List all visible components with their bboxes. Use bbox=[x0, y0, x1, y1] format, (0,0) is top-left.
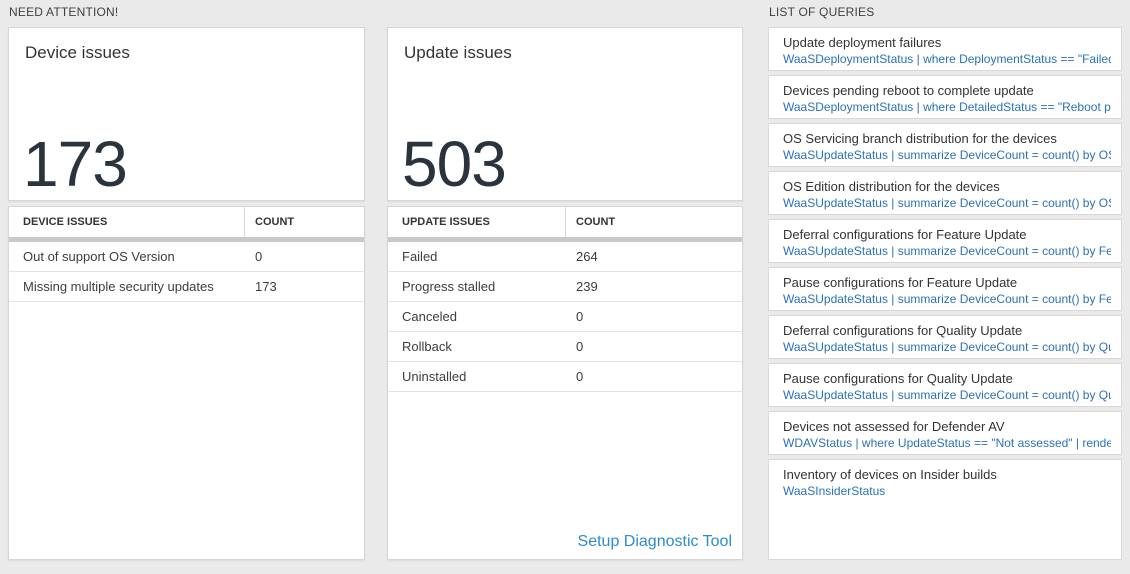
query-item-devices-pending-reboot[interactable]: Devices pending reboot to complete updat… bbox=[768, 75, 1122, 119]
row-value: 173 bbox=[255, 279, 277, 294]
update-issues-table-header: UPDATE ISSUES COUNT bbox=[388, 207, 742, 237]
table-row[interactable]: Failed 264 bbox=[388, 242, 742, 272]
list-of-queries-section-label: LIST OF QUERIES bbox=[769, 5, 875, 19]
column-header-update-issues: UPDATE ISSUES bbox=[388, 207, 566, 237]
query-code-link[interactable]: WaaSUpdateStatus | summarize DeviceCount… bbox=[783, 388, 1111, 402]
table-row[interactable]: Rollback 0 bbox=[388, 332, 742, 362]
row-label: Failed bbox=[402, 249, 438, 264]
query-title: Pause configurations for Quality Update bbox=[783, 371, 1013, 386]
query-title: OS Edition distribution for the devices bbox=[783, 179, 1000, 194]
setup-diagnostic-tool-link[interactable]: Setup Diagnostic Tool bbox=[577, 533, 732, 550]
query-item-update-deployment-failures[interactable]: Update deployment failures WaaSDeploymen… bbox=[768, 27, 1122, 71]
query-code-link[interactable]: WaaSInsiderStatus bbox=[783, 484, 886, 498]
table-row[interactable]: Uninstalled 0 bbox=[388, 362, 742, 392]
query-title: Pause configurations for Feature Update bbox=[783, 275, 1018, 290]
row-label: Uninstalled bbox=[402, 369, 467, 384]
table-row[interactable]: Out of support OS Version 0 bbox=[9, 242, 364, 272]
device-issues-card-title: Device issues bbox=[25, 43, 130, 62]
column-header-device-issues: DEVICE ISSUES bbox=[9, 207, 245, 237]
query-code-link[interactable]: WaaSUpdateStatus | summarize DeviceCount… bbox=[783, 244, 1111, 258]
update-issues-stat-card[interactable]: Update issues 503 bbox=[387, 27, 743, 201]
row-label: Out of support OS Version bbox=[23, 249, 175, 264]
need-attention-section-label: NEED ATTENTION! bbox=[9, 5, 119, 19]
table-header-divider-band bbox=[388, 237, 742, 242]
query-item-deferral-quality-update[interactable]: Deferral configurations for Quality Upda… bbox=[768, 315, 1122, 359]
row-value: 239 bbox=[576, 279, 598, 294]
row-value: 264 bbox=[576, 249, 598, 264]
table-header-divider-band bbox=[9, 237, 364, 242]
query-title: Inventory of devices on Insider builds bbox=[783, 467, 997, 482]
query-code-link[interactable]: WaaSDeploymentStatus | where DetailedSta… bbox=[783, 100, 1111, 114]
table-row[interactable]: Progress stalled 239 bbox=[388, 272, 742, 302]
row-value: 0 bbox=[576, 339, 584, 354]
query-code-link[interactable]: WaaSUpdateStatus | summarize DeviceCount… bbox=[783, 340, 1111, 354]
row-label: Canceled bbox=[402, 309, 457, 324]
query-item-devices-not-assessed-defender-av[interactable]: Devices not assessed for Defender AV WDA… bbox=[768, 411, 1122, 455]
query-item-pause-feature-update[interactable]: Pause configurations for Feature Update … bbox=[768, 267, 1122, 311]
query-code-link[interactable]: WDAVStatus | where UpdateStatus == "Not … bbox=[783, 436, 1111, 450]
query-title: Devices pending reboot to complete updat… bbox=[783, 83, 1034, 98]
query-item-deferral-feature-update[interactable]: Deferral configurations for Feature Upda… bbox=[768, 219, 1122, 263]
row-label: Progress stalled bbox=[402, 279, 496, 294]
update-issues-card-title: Update issues bbox=[404, 43, 512, 62]
query-title: OS Servicing branch distribution for the… bbox=[783, 131, 1057, 146]
row-value: 0 bbox=[576, 369, 584, 384]
device-issues-stat-card[interactable]: Device issues 173 bbox=[8, 27, 365, 201]
device-issues-table-header: DEVICE ISSUES COUNT bbox=[9, 207, 364, 237]
query-title: Deferral configurations for Feature Upda… bbox=[783, 227, 1027, 242]
query-title: Deferral configurations for Quality Upda… bbox=[783, 323, 1023, 338]
row-label: Rollback bbox=[402, 339, 452, 354]
device-issues-count: 173 bbox=[23, 128, 128, 200]
query-code-link[interactable]: WaaSUpdateStatus | summarize DeviceCount… bbox=[783, 196, 1111, 210]
query-code-link[interactable]: WaaSUpdateStatus | summarize DeviceCount… bbox=[783, 148, 1111, 162]
update-issues-table-card: UPDATE ISSUES COUNT Failed 264 Progress … bbox=[387, 206, 743, 560]
query-title: Devices not assessed for Defender AV bbox=[783, 419, 1005, 434]
table-row[interactable]: Canceled 0 bbox=[388, 302, 742, 332]
device-issues-table-card: DEVICE ISSUES COUNT Out of support OS Ve… bbox=[8, 206, 365, 560]
row-value: 0 bbox=[255, 249, 263, 264]
query-item-pause-quality-update[interactable]: Pause configurations for Quality Update … bbox=[768, 363, 1122, 407]
table-row[interactable]: Missing multiple security updates 173 bbox=[9, 272, 364, 302]
query-item-os-servicing-branch[interactable]: OS Servicing branch distribution for the… bbox=[768, 123, 1122, 167]
query-item-os-edition-distribution[interactable]: OS Edition distribution for the devices … bbox=[768, 171, 1122, 215]
column-header-count: COUNT bbox=[255, 216, 295, 228]
query-item-inventory-insider-builds[interactable]: Inventory of devices on Insider builds W… bbox=[768, 459, 1122, 560]
row-value: 0 bbox=[576, 309, 584, 324]
update-issues-count: 503 bbox=[402, 128, 507, 200]
query-code-link[interactable]: WaaSUpdateStatus | summarize DeviceCount… bbox=[783, 292, 1111, 306]
query-title: Update deployment failures bbox=[783, 35, 942, 50]
row-label: Missing multiple security updates bbox=[23, 279, 214, 294]
query-list: Update deployment failures WaaSDeploymen… bbox=[768, 27, 1122, 560]
query-code-link[interactable]: WaaSDeploymentStatus | where DeploymentS… bbox=[783, 52, 1111, 66]
column-header-count: COUNT bbox=[576, 216, 616, 228]
